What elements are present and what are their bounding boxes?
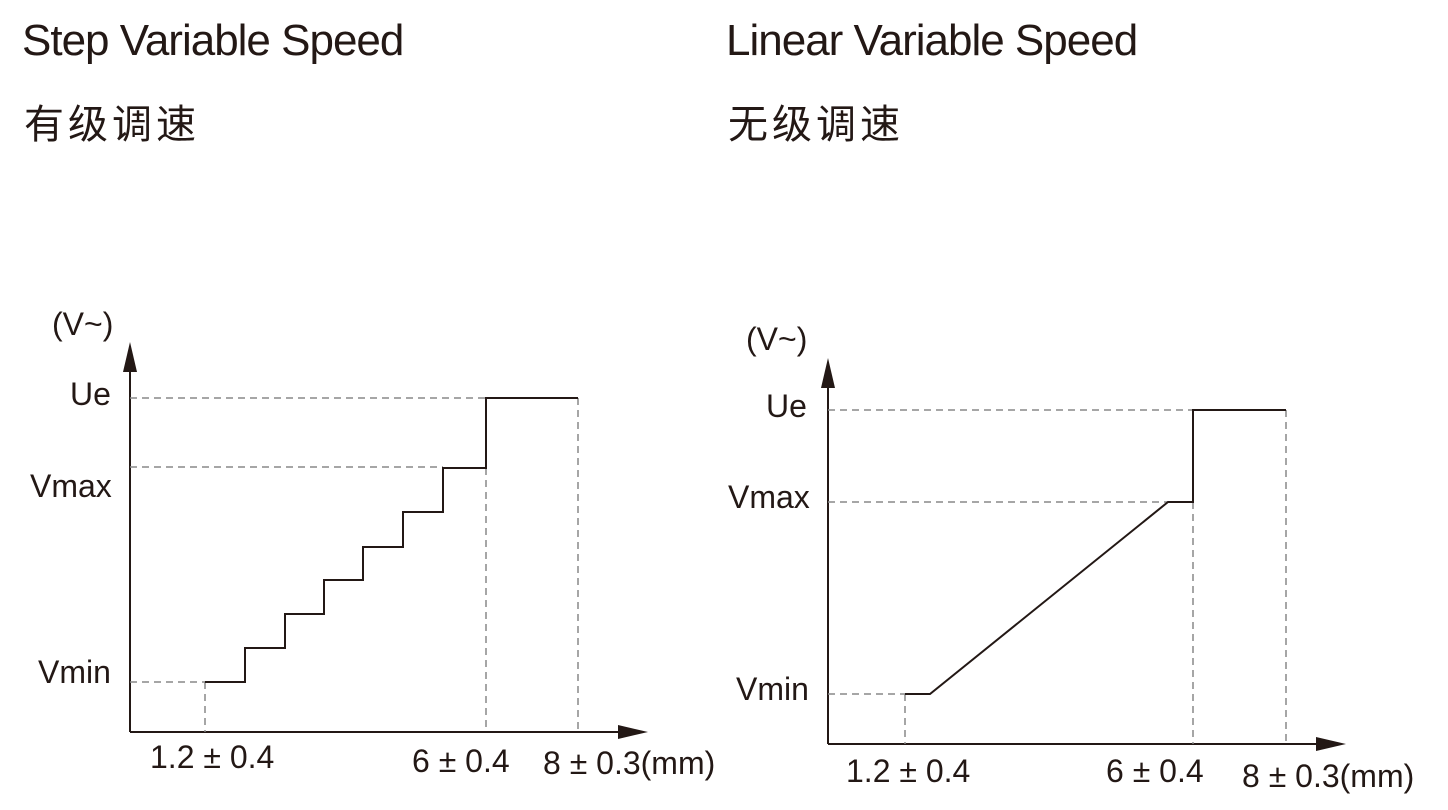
linear-speed-title: Linear Variable Speed — [726, 16, 1138, 65]
linear-y-unit-label: (V~) — [746, 321, 807, 357]
step-vmin-label: Vmin — [38, 654, 111, 690]
step-speed-title-zh: 有级调速 — [24, 102, 200, 148]
linear-x-tick-3: 8 ± 0.3(mm) — [1242, 758, 1414, 794]
linear-ue-label: Ue — [766, 388, 807, 424]
step-ue-label: Ue — [70, 376, 111, 412]
linear-x-tick-1: 1.2 ± 0.4 — [846, 753, 970, 789]
linear-speed-curve — [905, 409, 1286, 695]
linear-speed-title-zh: 无级调速 — [728, 102, 904, 148]
step-speed-diagram: (V~) Ue Vmax Vmin 1.2 ± 0.4 6 ± 0.4 8 ± … — [30, 306, 715, 781]
linear-speed-diagram: (V~) Ue Vmax Vmin 1.2 ± 0.4 6 ± 0.4 8 ± … — [728, 321, 1414, 794]
step-x-axis-arrow — [618, 725, 648, 739]
linear-y-axis-arrow — [821, 358, 835, 388]
step-vmax-label: Vmax — [30, 468, 112, 504]
step-x-tick-2: 6 ± 0.4 — [412, 743, 510, 779]
linear-x-tick-2: 6 ± 0.4 — [1106, 753, 1204, 789]
linear-guide-lines — [828, 409, 1287, 744]
step-guide-lines — [130, 397, 579, 732]
step-y-unit-label: (V~) — [52, 306, 113, 342]
linear-vmax-label: Vmax — [728, 479, 810, 515]
step-speed-title: Step Variable Speed — [22, 16, 404, 65]
step-speed-curve — [205, 397, 578, 683]
linear-vmin-label: Vmin — [736, 671, 809, 707]
linear-x-axis-arrow — [1316, 737, 1346, 751]
step-x-tick-1: 1.2 ± 0.4 — [150, 739, 274, 775]
step-y-axis-arrow — [123, 342, 137, 372]
step-x-tick-3: 8 ± 0.3(mm) — [543, 745, 715, 781]
